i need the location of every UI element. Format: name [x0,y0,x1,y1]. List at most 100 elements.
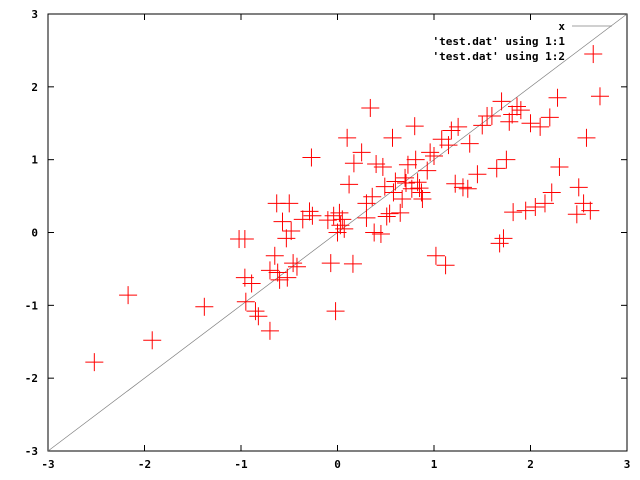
data-point [569,178,588,197]
y-tick-label: -2 [25,372,38,385]
data-point [284,254,303,273]
data-point [344,154,363,173]
data-point [321,254,340,273]
data-point [535,194,554,213]
data-point [246,302,265,321]
data-point [386,172,405,191]
data-point [497,150,516,169]
data-point [391,203,410,222]
data-point [412,183,431,202]
data-point [265,246,284,265]
data-point [318,211,337,230]
data-point [577,128,596,147]
data-point [282,222,301,241]
data-point [504,203,523,222]
data-point [242,274,261,293]
data-point [352,143,371,162]
data-point [280,194,299,213]
data-point [487,159,506,178]
data-point [367,155,386,174]
data-point [278,268,297,287]
data-point [371,224,390,243]
data-point [383,128,402,147]
y-tick-label: -1 [25,299,39,312]
data-point [195,297,214,316]
data-point [85,353,104,372]
data-point [584,45,603,64]
data-point [453,178,472,197]
data-point [380,204,399,223]
data-point [418,161,437,180]
data-point [365,223,384,242]
y-tick-label: 1 [31,154,38,167]
data-point [143,331,162,350]
data-point [361,98,380,117]
data-point [492,92,511,111]
data-point [357,208,376,227]
legend: x 'test.dat' using 1:1 'test.dat' using 1:… [433,20,612,63]
data-point [468,165,487,184]
data-point [330,203,349,222]
data-point [473,116,492,135]
data-point [393,189,412,208]
y-tick-label: 2 [31,81,38,94]
data-point [326,302,345,321]
data-point [235,230,254,249]
data-point [460,134,479,153]
data-point [458,179,477,198]
data-point [302,148,321,167]
data-point [426,246,445,265]
legend-label: x [558,20,565,33]
x-tick-label: 0 [334,458,341,471]
x-tick-label: 2 [527,458,534,471]
points-series [85,45,609,372]
data-point [293,210,312,229]
data-point [442,121,461,140]
data-point [490,234,509,253]
data-point [436,256,455,275]
data-point [338,128,357,147]
x-tick-label: 1 [431,458,438,471]
data-point [574,194,593,213]
data-point [303,206,322,225]
data-point [405,117,424,136]
data-point [567,205,586,224]
data-point [300,202,319,221]
data-point [398,155,417,174]
data-point [260,261,279,280]
data-point [373,157,392,176]
data-point [277,229,296,248]
data-point [482,106,501,125]
data-point [421,143,440,162]
data-point [540,108,559,127]
data-point [526,198,545,217]
data-point [590,87,609,106]
data-point [439,136,458,155]
data-point [340,175,359,194]
data-point [384,183,403,202]
data-point [119,286,138,305]
data-point [413,189,432,208]
x-tick-label: -1 [234,458,248,471]
data-point [531,117,550,136]
axis-ticks: -3 -2 -1 0 1 2 3 -3 -2 -1 0 1 2 3 [25,8,631,471]
legend-label: 'test.dat' using 1:1 [433,35,566,48]
data-point [494,229,513,248]
data-point [550,157,569,176]
data-point [270,270,289,289]
data-point [273,212,292,231]
data-point [335,219,354,238]
data-point [511,101,530,120]
data-point [363,187,382,206]
data-point [406,150,425,169]
y-tick-label: 3 [31,8,38,21]
data-point [516,201,535,220]
data-point [249,307,268,326]
x-tick-label: 3 [624,458,631,471]
data-point [236,292,255,311]
data-point [507,97,526,116]
data-point [328,223,347,242]
data-point [500,112,519,131]
data-point [268,263,287,282]
